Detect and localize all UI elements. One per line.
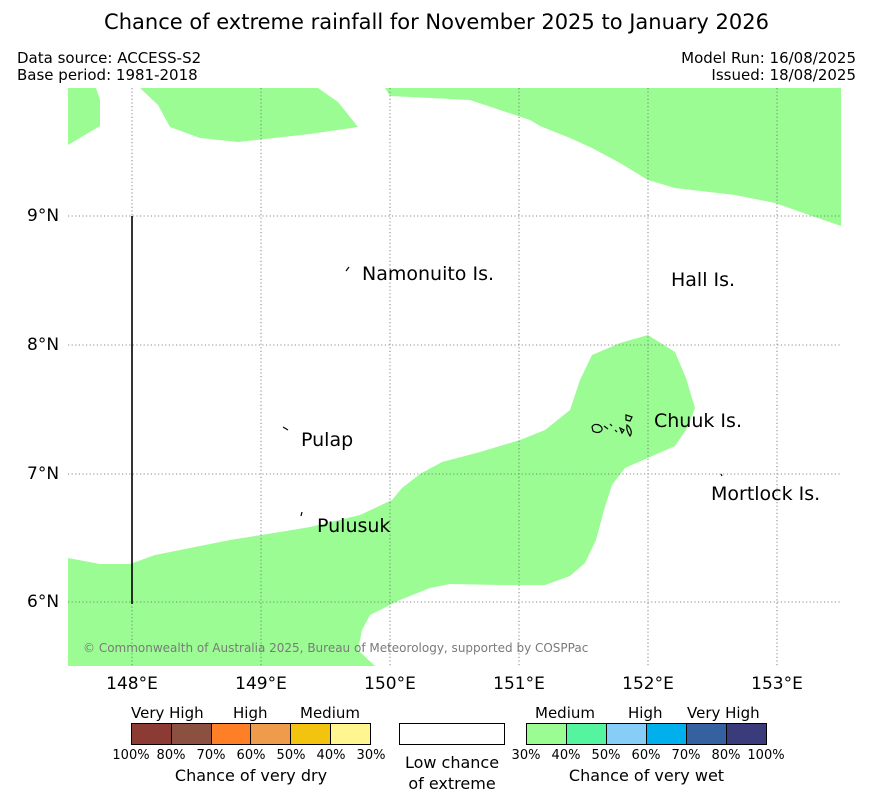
metadata-left: Data source: ACCESS-S2 Base period: 1981…	[17, 50, 201, 84]
wet-region-north-central	[140, 88, 358, 142]
dry-tick-70: 70%	[196, 748, 226, 763]
island-outlines	[282, 266, 723, 517]
wet-cat-medium: Medium	[535, 704, 595, 722]
wet-tick-30: 30%	[511, 748, 541, 763]
label-pulap: Pulap	[301, 429, 354, 451]
wet-region-northeast	[385, 88, 841, 226]
wet-swatch-80-100	[727, 724, 766, 744]
lon-tick-148e: 148°E	[106, 674, 158, 694]
label-hall: Hall Is.	[671, 269, 736, 291]
lat-tick-7n: 7°N	[27, 464, 60, 484]
lon-tick-150e: 150°E	[364, 674, 416, 694]
wet-swatch-30-40	[527, 724, 567, 744]
wet-swatch-60-70	[647, 724, 687, 744]
label-pulusuk: Pulusuk	[317, 515, 391, 537]
wet-swatch-40-50	[567, 724, 607, 744]
dry-cat-medium: Medium	[300, 704, 360, 722]
dry-colorbar-label: Chance of very dry	[174, 766, 328, 785]
wet-region-northwest	[68, 88, 100, 145]
wet-tick-80: 80%	[711, 748, 741, 763]
dry-swatch-70-60	[211, 724, 252, 744]
dry-swatch-50-40	[291, 724, 332, 744]
wet-colorbar-label: Chance of very wet	[568, 766, 725, 785]
pulap-island-mark	[282, 426, 289, 431]
dry-swatch-60-50	[251, 724, 292, 744]
dry-tick-80: 80%	[156, 748, 186, 763]
label-mortlock: Mortlock Is.	[711, 483, 821, 505]
wet-cat-very-high: Very High	[687, 704, 760, 722]
lon-tick-151e: 151°E	[493, 674, 545, 694]
wet-tick-50: 50%	[591, 748, 621, 763]
wet-region-south-chuuk	[68, 335, 695, 666]
low-chance-line2: of extreme	[408, 774, 496, 793]
label-namonuito: Namonuito Is.	[362, 263, 495, 285]
low-chance-label: Low chance of extreme	[392, 752, 512, 794]
lat-tick-6n: 6°N	[27, 592, 60, 612]
dry-swatch-100-80	[132, 724, 172, 744]
wet-tick-100: 100%	[747, 748, 785, 763]
metadata-right: Model Run: 16/08/2025 Issued: 18/08/2025	[681, 50, 856, 84]
wet-colorbar	[526, 723, 767, 745]
dry-swatch-40-30	[331, 724, 370, 744]
low-chance-line1: Low chance	[404, 753, 500, 772]
copyright-notice: © Commonwealth of Australia 2025, Bureau…	[83, 641, 589, 655]
dry-tick-100: 100%	[112, 748, 150, 763]
base-period: Base period: 1981-2018	[17, 66, 198, 84]
dry-tick-50: 50%	[276, 748, 306, 763]
pulusuk-island-mark	[300, 511, 303, 517]
wet-swatch-70-80	[687, 724, 727, 744]
lon-tick-153e: 153°E	[751, 674, 803, 694]
dry-cat-very-high: Very High	[131, 704, 204, 722]
low-chance-swatch	[399, 723, 505, 745]
wet-tick-40: 40%	[551, 748, 581, 763]
dry-cat-high: High	[233, 704, 268, 722]
wet-tick-70: 70%	[671, 748, 701, 763]
namonuito-island-mark	[345, 266, 350, 272]
wet-tick-60: 60%	[631, 748, 661, 763]
wet-swatch-50-60	[607, 724, 647, 744]
lat-tick-9n: 9°N	[27, 206, 60, 226]
data-source: Data source: ACCESS-S2	[17, 49, 202, 67]
dry-tick-30: 30%	[356, 748, 386, 763]
dry-colorbar	[131, 723, 371, 745]
dry-tick-60: 60%	[236, 748, 266, 763]
probability-regions	[68, 88, 841, 666]
label-chuuk: Chuuk Is.	[654, 410, 742, 432]
issued-date: Issued: 18/08/2025	[711, 66, 856, 84]
lon-tick-149e: 149°E	[235, 674, 287, 694]
mortlock-island-mark	[720, 473, 723, 477]
wet-cat-high: High	[628, 704, 663, 722]
lat-tick-8n: 8°N	[27, 335, 60, 355]
dry-tick-40: 40%	[316, 748, 346, 763]
chuuk-lagoon-islands	[591, 414, 633, 438]
dry-swatch-80-70	[171, 724, 212, 744]
map-title: Chance of extreme rainfall for November …	[104, 10, 769, 34]
lon-tick-152e: 152°E	[622, 674, 674, 694]
model-run: Model Run: 16/08/2025	[681, 49, 856, 67]
